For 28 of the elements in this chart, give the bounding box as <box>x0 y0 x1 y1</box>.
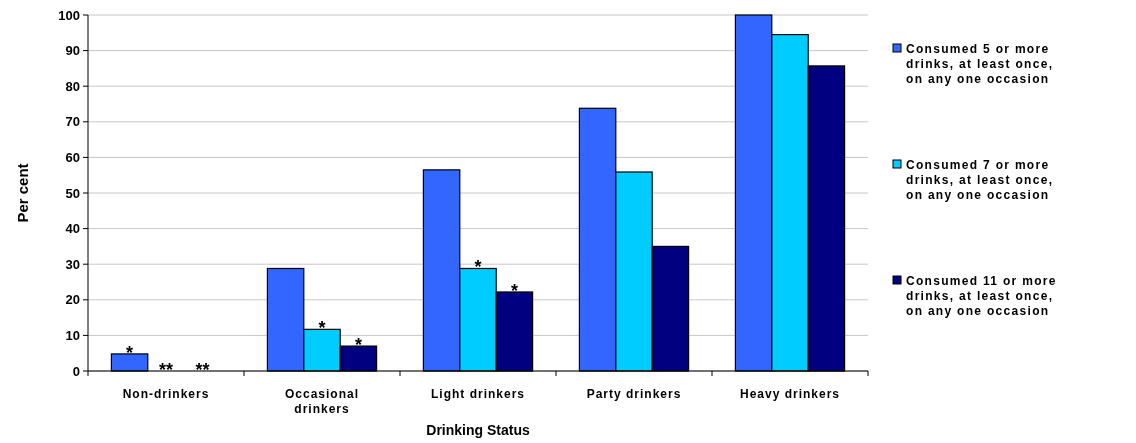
annotation: * <box>318 318 326 339</box>
y-tick-label: 80 <box>65 78 80 94</box>
annotation: * <box>354 335 362 356</box>
y-tick-label: 0 <box>72 363 80 379</box>
x-tick-label: Heavy drinkers <box>739 387 841 401</box>
legend-label: Consumed 7 or more drinks, at least once, on any one occasion <box>906 158 1054 202</box>
y-tick-label: 100 <box>58 7 80 23</box>
x-tick-label: Non-drinkers <box>122 387 210 401</box>
annotation: * <box>126 342 134 363</box>
annotation: * <box>474 257 482 278</box>
annotation: ** <box>195 360 210 380</box>
annotation: ** <box>158 360 174 380</box>
x-tick-label: Party drinkers <box>586 387 682 401</box>
y-tick-label: 40 <box>65 221 80 237</box>
y-tick-label: 90 <box>65 43 80 59</box>
y-tick-label: 30 <box>65 256 80 272</box>
y-tick-label: 10 <box>65 327 80 343</box>
y-tick-label: 20 <box>65 292 80 308</box>
legend-label: Consumed 11 or more drinks, at least once, on any one occasion <box>906 274 1057 318</box>
y-tick-label: 60 <box>65 149 80 165</box>
legend-label: Consumed 5 or more drinks, at least once, on any one occasion <box>906 42 1054 86</box>
x-tick-label: Occasional drinkers <box>284 387 360 416</box>
x-tick-label: Light drinkers <box>430 387 526 401</box>
y-tick-label: 50 <box>65 185 80 201</box>
annotation: * <box>510 280 518 301</box>
x-axis-title: Drinking Status <box>426 422 530 438</box>
y-axis-title: Per cent <box>14 163 31 223</box>
y-tick-label: 70 <box>65 114 80 130</box>
